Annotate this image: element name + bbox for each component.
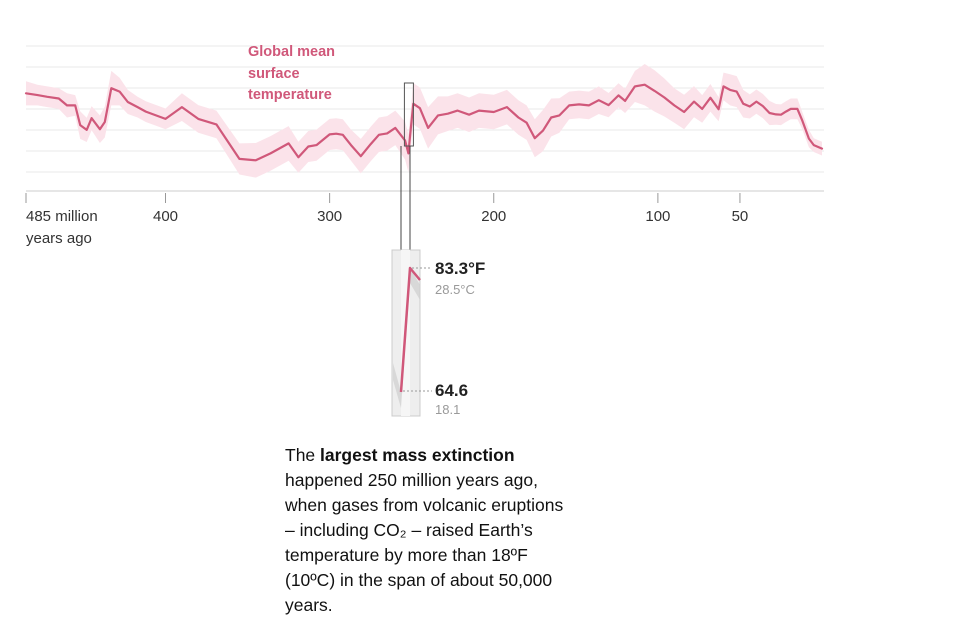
temperature-series-line	[24, 83, 824, 162]
x-tick-label: 485 million	[26, 208, 98, 225]
series-label: Global mean surface temperature	[248, 44, 339, 103]
x-tick-label: 300	[317, 208, 342, 225]
x-tick-label: years ago	[26, 230, 92, 247]
series-label-line: surface	[248, 66, 300, 82]
temperature-line	[24, 83, 824, 162]
annotation-bold: largest mass extinction	[320, 445, 515, 465]
zoom-high-celsius: 28.5°C	[435, 282, 475, 297]
zoom-series-line	[399, 266, 421, 393]
annotation-text: The largest mass extinction happened 250…	[285, 443, 575, 618]
zoom-inset: 83.3°F 28.5°C 64.6 18.1	[391, 146, 485, 417]
series-label-line: temperature	[248, 87, 332, 103]
zoom-low-fahrenheit: 64.6	[435, 381, 468, 400]
extinction-highlight-box	[403, 82, 414, 147]
x-tick-label: 50	[732, 208, 749, 225]
annotation-post: happened 250 million years ago, when gas…	[285, 470, 564, 615]
annotation-pre: The	[285, 445, 321, 465]
x-tick-label: 100	[645, 208, 670, 225]
x-tick-label: 200	[481, 208, 506, 225]
zoom-low-celsius: 18.1	[435, 402, 460, 417]
series-label-line: Global mean	[248, 44, 335, 60]
x-tick-label: 400	[153, 208, 178, 225]
zoom-high-fahrenheit: 83.3°F	[435, 259, 485, 278]
extinction-highlight	[403, 82, 414, 147]
zoom-band	[393, 268, 420, 408]
x-axis: 485 million years ago 400 300 200 100 50	[25, 190, 824, 247]
